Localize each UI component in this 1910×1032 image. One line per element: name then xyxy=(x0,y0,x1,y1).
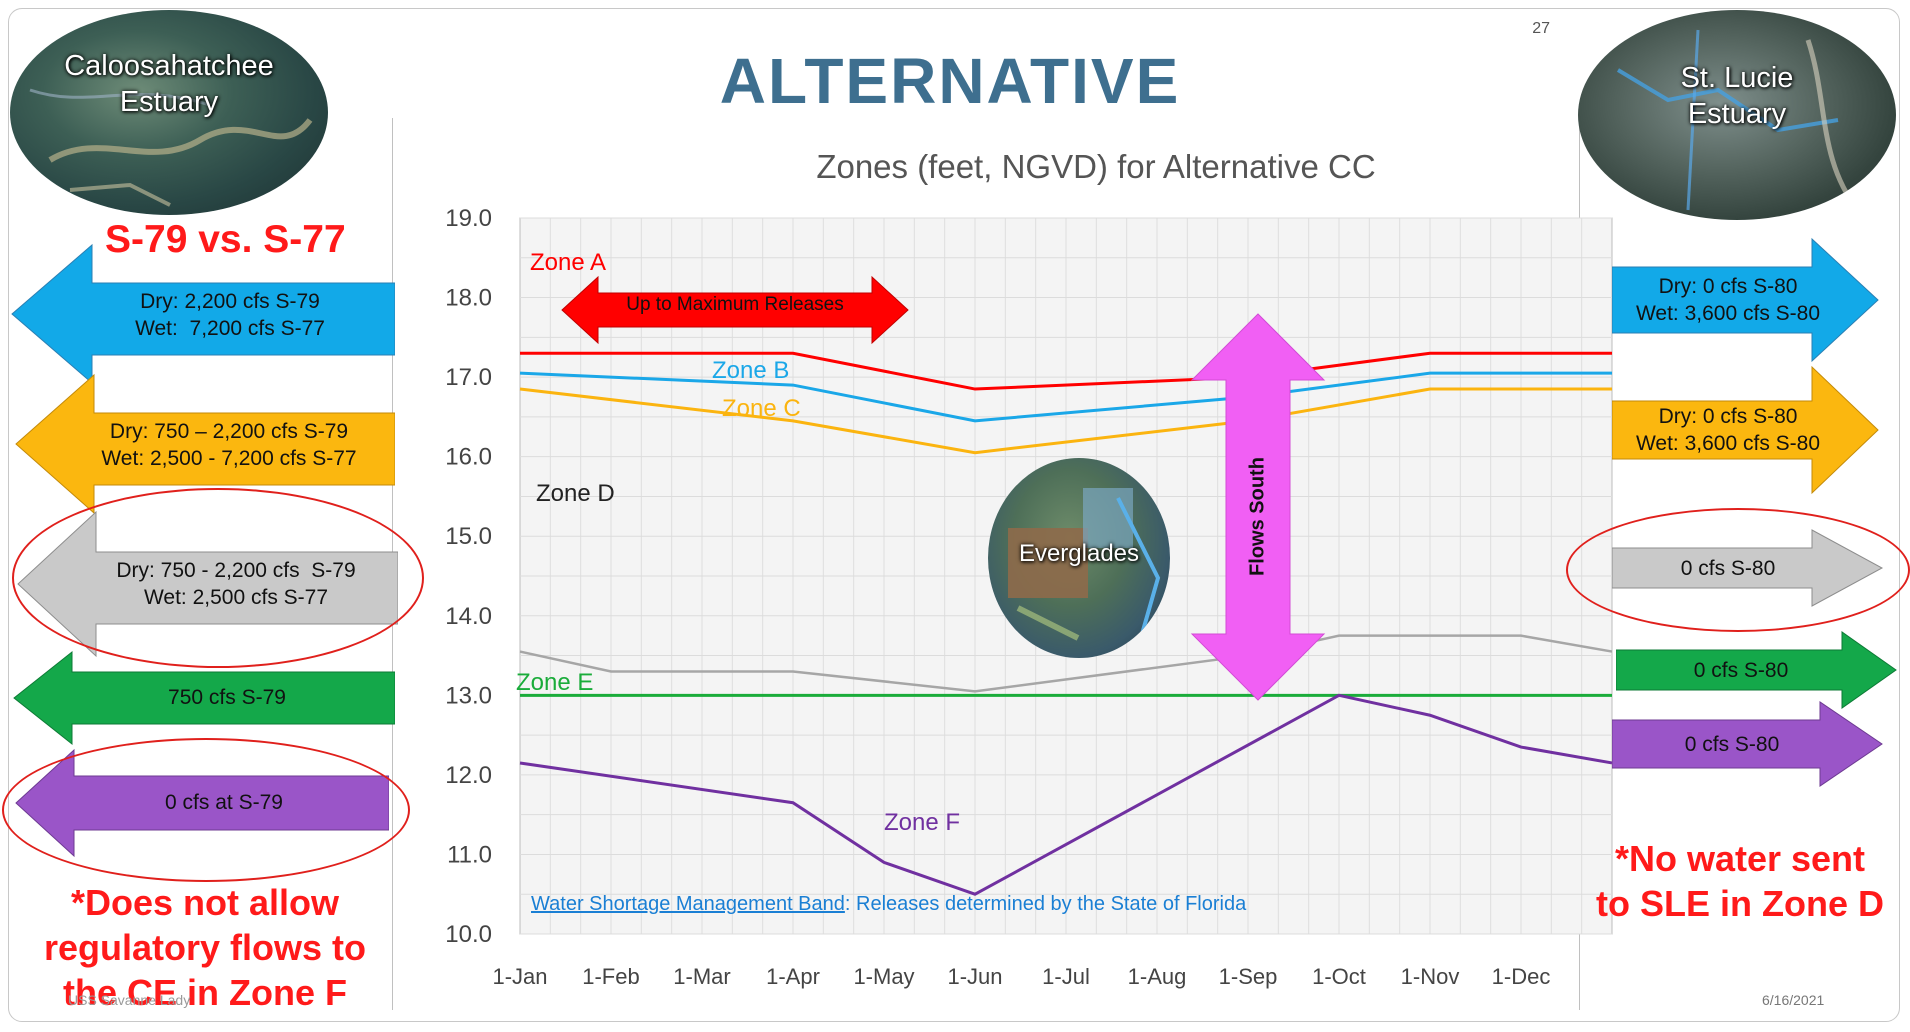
y-tick-label: 18.0 xyxy=(445,285,492,312)
caloosahatchee-globe: Caloosahatchee Estuary xyxy=(10,10,328,215)
right-arrow-zone-f-text: 0 cfs S-80 xyxy=(1684,733,1780,756)
y-tick-label: 19.0 xyxy=(445,205,492,232)
left-heading: S-79 vs. S-77 xyxy=(105,218,346,261)
x-tick-label: 1-May xyxy=(853,964,914,989)
x-tick-label: 1-Oct xyxy=(1312,964,1366,989)
everglades-map-icon xyxy=(1008,488,1161,649)
chart-title: Zones (feet, NGVD) for Alternative CC xyxy=(816,148,1375,185)
series-label: Zone C xyxy=(722,395,801,422)
left-arrow-zone-ab: Dry: 2,200 cfs S-79 Wet: 7,200 cfs S-77 xyxy=(10,243,395,385)
series-line xyxy=(519,693,1613,896)
x-tick-label: 1-Apr xyxy=(766,964,820,989)
page-number: 27 xyxy=(1532,20,1550,37)
series-line xyxy=(519,387,1612,455)
zone-d-label: Zone D xyxy=(536,480,615,507)
x-tick-label: 1-Jul xyxy=(1042,964,1090,989)
right-arrow-zone-f: 0 cfs S-80 xyxy=(1612,700,1884,788)
caloosahatchee-label: Caloosahatchee Estuary xyxy=(64,50,274,118)
highlight-ellipse-left-zone-f xyxy=(2,738,410,882)
x-tick-label: 1-Nov xyxy=(1401,964,1460,989)
right-note: *No water sent to SLE in Zone D xyxy=(1596,838,1884,924)
y-tick-label: 10.0 xyxy=(445,921,492,948)
right-arrow-zone-ab: Dry: 0 cfs S-80 Wet: 3,600 cfs S-80 xyxy=(1612,237,1880,363)
left-arrow-zone-e-text: 750 cfs S-79 xyxy=(168,686,286,709)
x-tick-label: 1-Aug xyxy=(1128,964,1187,989)
series-label: Zone F xyxy=(884,809,960,836)
max-release-label: Up to Maximum Releases xyxy=(626,294,844,315)
x-tick-label: 1-Sep xyxy=(1219,964,1278,989)
everglades-globe: Everglades xyxy=(988,458,1170,658)
left-arrow-zone-ab-text: Dry: 2,200 cfs S-79 Wet: 7,200 cfs S-77 xyxy=(135,290,325,340)
wsm-band-text: : Releases determined by the State of Fl… xyxy=(844,893,1247,915)
x-tick-label: 1-Jun xyxy=(947,964,1002,989)
y-tick-label: 16.0 xyxy=(445,444,492,471)
right-arrow-zone-c-text: Dry: 0 cfs S-80 Wet: 3,600 cfs S-80 xyxy=(1635,405,1821,455)
coastline-map-icon xyxy=(29,88,313,207)
slide-date: 6/16/2021 xyxy=(1762,992,1825,1008)
flows-south-label-wrap: Flows South xyxy=(1243,457,1273,580)
left-arrow-zone-e: 750 cfs S-79 xyxy=(12,650,395,746)
y-tick-label: 17.0 xyxy=(445,364,492,391)
left-arrow-zone-c-text: Dry: 750 – 2,200 cfs S-79 Wet: 2,500 - 7… xyxy=(101,420,357,470)
highlight-ellipse-left-zone-d xyxy=(12,488,424,668)
series-label: Zone E xyxy=(516,669,593,696)
x-tick-label: 1-Jan xyxy=(492,964,547,989)
everglades-label: Everglades xyxy=(1018,540,1140,567)
series-label: Zone B xyxy=(712,357,789,384)
flows-south-arrow xyxy=(1190,313,1326,701)
y-tick-label: 11.0 xyxy=(447,841,492,868)
st-lucie-label: St. Lucie Estuary xyxy=(1680,62,1794,130)
right-arrow-zone-ab-text: Dry: 0 cfs S-80 Wet: 3,600 cfs S-80 xyxy=(1635,275,1821,325)
wsm-band-link: Water Shortage Management Band xyxy=(531,893,845,915)
y-tick-label: 13.0 xyxy=(445,682,492,709)
estuary-map-icon xyxy=(1616,29,1860,212)
y-tick-label: 14.0 xyxy=(445,603,492,630)
wsm-band-note: Water Shortage Management Band: Releases… xyxy=(531,893,1246,916)
st-lucie-globe: St. Lucie Estuary xyxy=(1578,10,1896,220)
right-arrow-zone-c: Dry: 0 cfs S-80 Wet: 3,600 cfs S-80 xyxy=(1612,365,1880,495)
left-note: *Does not allow regulatory flows to the … xyxy=(43,882,367,1013)
y-tick-label: 15.0 xyxy=(445,523,492,550)
left-arrow-zone-c: Dry: 750 – 2,200 cfs S-79 Wet: 2,500 - 7… xyxy=(14,373,395,515)
series-label: Zone A xyxy=(530,249,606,276)
max-release-arrow xyxy=(561,275,909,345)
flows-south-label: Flows South xyxy=(1246,457,1269,576)
right-arrow-zone-e-text: 0 cfs S-80 xyxy=(1693,659,1789,682)
x-tick-label: 1-Mar xyxy=(673,964,730,989)
right-arrow-zone-e: 0 cfs S-80 xyxy=(1616,630,1898,710)
series-line xyxy=(519,634,1613,693)
highlight-ellipse-right-zone-d xyxy=(1566,508,1910,632)
y-tick-label: 12.0 xyxy=(445,762,492,789)
x-tick-label: 1-Dec xyxy=(1492,964,1551,989)
series-line xyxy=(520,351,1612,391)
x-tick-label: 1-Feb xyxy=(582,964,639,989)
series-line xyxy=(519,371,1612,423)
source-credit: USS Savanne Lady xyxy=(68,992,191,1008)
